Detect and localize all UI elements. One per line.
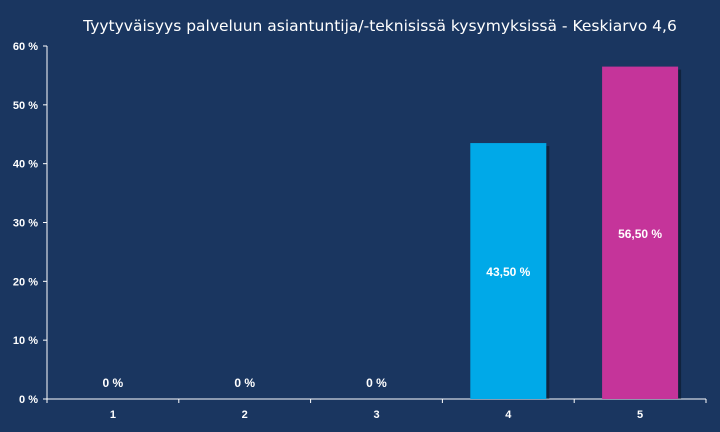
data-label-2: 0 % [234, 376, 255, 390]
labels: 0 % 0 % 0 % 43,50 % 56,50 % [103, 227, 663, 390]
bar-4 [470, 143, 547, 399]
y-tick-label: 50 % [13, 100, 38, 112]
chart-title: Tyytyväisyys palveluun asiantuntija/-tek… [83, 17, 677, 35]
bar-5 [602, 66, 679, 399]
y-tick-label: 0 % [19, 394, 38, 406]
y-tick-label: 20 % [13, 276, 38, 288]
y-tick-label: 10 % [13, 335, 38, 347]
y-tick-label: 40 % [13, 159, 38, 171]
data-label-4: 43,50 % [486, 265, 530, 279]
data-label-5: 56,50 % [618, 227, 662, 241]
data-label-1: 0 % [103, 376, 124, 390]
y-tick-label: 60 % [13, 41, 38, 53]
y-tick-label: 30 % [13, 218, 38, 230]
x-tick-label: 5 [637, 409, 643, 421]
x-tick-label: 3 [373, 409, 379, 421]
x-tick-label: 2 [242, 409, 248, 421]
x-tick-label: 4 [505, 409, 512, 421]
axes: 0 % 10 % 20 % 30 % 40 % 50 % 60 % 1 2 3 4 5 [13, 41, 707, 421]
data-label-3: 0 % [366, 376, 387, 390]
bars [470, 66, 682, 399]
x-tick-label: 1 [110, 409, 116, 421]
